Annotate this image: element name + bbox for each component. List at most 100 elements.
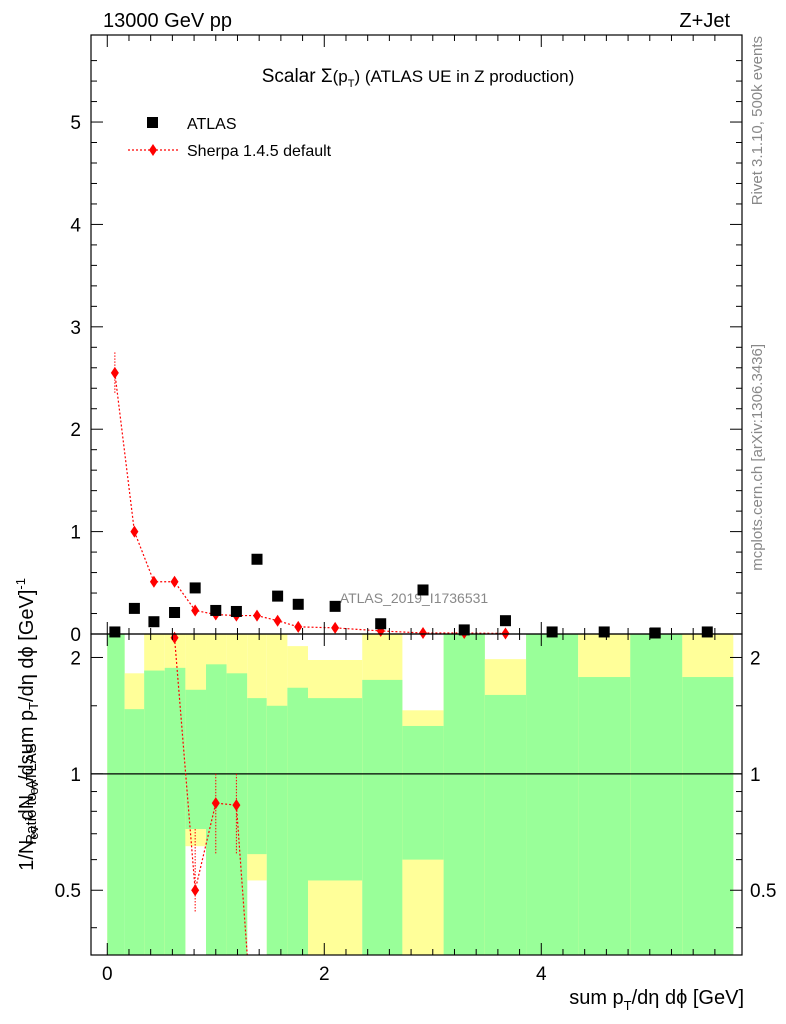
ratio-mc-point	[211, 797, 220, 810]
ratio-band-inner	[287, 687, 308, 955]
y-tick-label: 3	[70, 318, 81, 339]
ratio-band-inner	[266, 705, 288, 955]
atlas-point	[251, 553, 263, 565]
ratio-band-inner	[443, 634, 485, 955]
ratio-tick-label-right: 1	[750, 765, 761, 786]
ylabel-c: dN	[16, 795, 38, 826]
legend-sherpa-label: Sherpa 1.4.5 default	[187, 143, 332, 160]
ratio-mc-point	[191, 884, 200, 897]
mc-point	[149, 575, 158, 588]
atlas-point	[546, 626, 558, 638]
xlabel-post: /dη dϕ [GeV]	[632, 987, 744, 1009]
ratio-tick-label-left: 1	[70, 765, 81, 786]
analysis-watermark: ATLAS_2019_I1736531	[340, 590, 489, 606]
x-tick-label: 2	[319, 964, 330, 985]
ratio-band-inner	[308, 698, 363, 881]
atlas-point	[189, 582, 201, 594]
title-paren-open: (p	[333, 67, 348, 86]
ratio-frame	[90, 633, 743, 956]
atlas-point	[329, 600, 341, 612]
ratio-band-inner	[578, 677, 631, 955]
title-pre: Scalar	[262, 66, 321, 87]
ylabel-g: /dη dϕ [GeV]	[16, 590, 38, 702]
ylabel-a: 1/N	[16, 840, 38, 871]
rivet-label: Rivet 3.1.10, 500k events	[749, 36, 766, 205]
ratio-band-inner	[206, 664, 227, 955]
ylabel-e: /dsum p	[16, 710, 38, 781]
atlas-point	[169, 606, 181, 618]
y-axis-label: 1/Nev dNev/dsum pT/dη dϕ [GeV]-1	[13, 578, 41, 871]
x-axis-label: sum pT/dη dϕ [GeV]	[569, 987, 744, 1013]
title-sigma: Σ	[321, 66, 333, 87]
ylabel-f: T	[26, 702, 41, 710]
ratio-band-inner	[164, 667, 186, 955]
ratio-band-inner	[144, 670, 165, 955]
atlas-point	[417, 584, 429, 596]
mc-point	[110, 366, 119, 379]
legend-sherpa-marker	[149, 144, 157, 156]
mc-point	[273, 614, 282, 627]
ratio-mc-line	[173, 634, 248, 956]
ratio-band-inner	[484, 694, 527, 955]
data-series-main	[109, 553, 713, 639]
title-paren-close: )	[354, 67, 360, 86]
ratio-band-inner	[185, 689, 207, 830]
x-tick-label: 0	[102, 964, 113, 985]
legend-atlas-label: ATLAS	[187, 116, 237, 133]
y-tick-label: 4	[70, 215, 81, 236]
ratio-tick-label-right: 2	[750, 648, 761, 669]
atlas-point	[272, 590, 284, 602]
mc-point	[191, 604, 200, 617]
mc-point	[130, 525, 139, 538]
title-sub: T	[348, 78, 355, 90]
x-tick-label: 4	[536, 964, 547, 985]
atlas-point	[649, 627, 661, 639]
ylabel-h: -1	[13, 578, 28, 590]
ratio-band-inner	[247, 698, 267, 855]
ratio-tick-label-right: 0.5	[750, 881, 776, 902]
ratio-band-inner	[630, 634, 683, 955]
atlas-point	[128, 602, 140, 614]
mcplots-label: mcplots.cern.ch [arXiv:1306.3436]	[749, 344, 766, 571]
ratio-tick-label-left: 2	[70, 648, 81, 669]
header-right: Z+Jet	[679, 10, 730, 32]
mc-point	[170, 575, 179, 588]
plot-title: Scalar Σ(pT) (ATLAS UE in Z production)	[262, 66, 575, 90]
ratio-y-axis-label: Ratio to ATLAS	[23, 743, 40, 844]
atlas-point	[458, 624, 470, 636]
mc-point	[294, 620, 303, 633]
ratio-bands	[107, 634, 734, 955]
atlas-point	[210, 604, 222, 616]
atlas-point	[701, 626, 713, 638]
atlas-point	[292, 598, 304, 610]
ratio-band-inner	[402, 725, 444, 860]
xlabel-pre: sum p	[569, 987, 623, 1009]
y-tick-label: 5	[70, 113, 81, 134]
atlas-point	[230, 605, 242, 617]
ratio-band-inner	[124, 709, 145, 955]
ratio-band-inner	[362, 679, 403, 955]
ratio-mc-point	[232, 799, 241, 812]
ratio-band-inner	[682, 677, 734, 955]
y-tick-label: 2	[70, 420, 81, 441]
xlabel-sub: T	[624, 998, 632, 1013]
legend-atlas-marker	[147, 117, 158, 128]
ratio-tick-label-left: 0.5	[55, 881, 81, 902]
header-left: 13000 GeV pp	[103, 10, 232, 32]
ylabel-d: ev	[26, 781, 41, 795]
y-tick-label: 0	[70, 625, 81, 646]
atlas-point	[499, 615, 511, 627]
atlas-point	[598, 626, 610, 638]
mc-point	[253, 609, 262, 622]
atlas-point	[375, 618, 387, 630]
title-post: (ATLAS UE in Z production)	[360, 67, 574, 86]
mc-series-ratio	[170, 631, 248, 956]
mc-point	[331, 621, 340, 634]
ylabel-b: ev	[26, 825, 41, 839]
ratio-band-inner	[107, 634, 125, 955]
atlas-point	[148, 616, 160, 628]
atlas-point	[109, 626, 121, 638]
y-tick-label: 1	[70, 523, 81, 544]
